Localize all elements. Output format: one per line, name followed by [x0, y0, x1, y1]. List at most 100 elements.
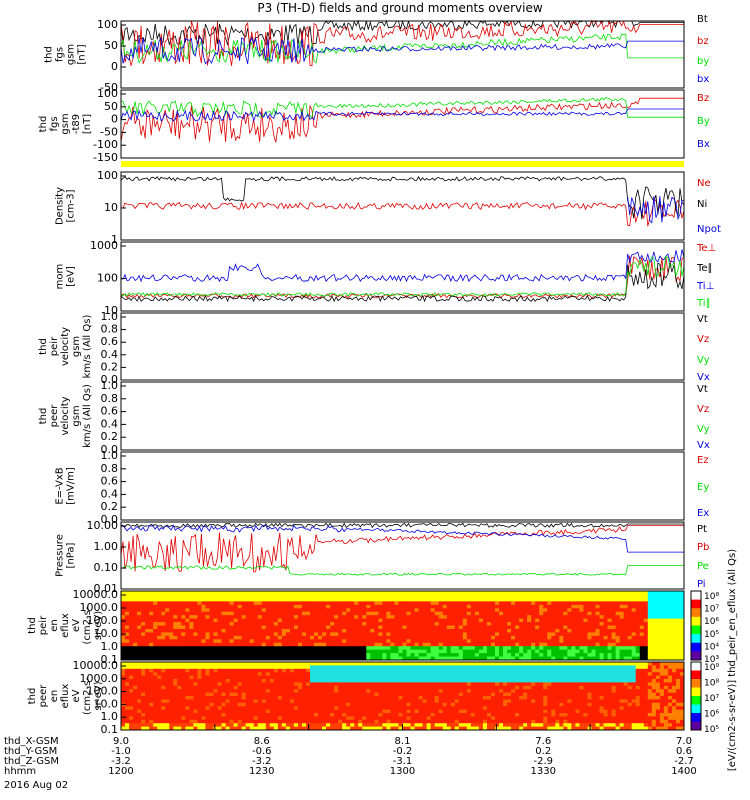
heatmap-cell: [619, 597, 625, 602]
heatmap-cell: [390, 656, 395, 661]
heatmap-cell: [221, 594, 227, 599]
heatmap-cell: [438, 635, 444, 640]
heatmap-cell: [289, 649, 295, 654]
heatmap-cell: [209, 702, 214, 707]
heatmap-cell: [249, 618, 255, 623]
heatmap-cell: [366, 601, 371, 606]
heatmap-cell: [217, 656, 223, 661]
heatmap-cell: [314, 604, 319, 609]
heatmap-cell: [386, 604, 391, 609]
heatmap-cell: [490, 628, 496, 633]
heatmap-cell: [330, 665, 335, 670]
heatmap-cell: [157, 726, 162, 731]
heatmap-cell: [237, 649, 243, 654]
heatmap-cell: [386, 685, 391, 690]
heatmap-cell: [322, 723, 327, 728]
heatmap-cell: [482, 665, 488, 670]
heatmap-cell: [466, 649, 472, 654]
heatmap-cell: [462, 692, 468, 697]
heatmap-cell: [342, 719, 347, 724]
heatmap-cell: [189, 692, 194, 697]
heatmap-cell: [414, 604, 420, 609]
heatmap-cell: [161, 713, 166, 717]
heatmap-cell: [430, 679, 436, 683]
heatmap-cell: [293, 625, 299, 630]
heatmap-cell: [539, 656, 544, 661]
heatmap-cell: [390, 685, 395, 690]
heatmap-cell: [217, 597, 223, 602]
heatmap-cell: [486, 706, 492, 711]
heatmap-cell: [426, 672, 432, 677]
heatmap-cell: [346, 628, 351, 633]
heatmap-cell: [539, 646, 544, 651]
heatmap-cell: [362, 675, 367, 680]
heatmap-cell: [229, 662, 235, 666]
heatmap-cell: [318, 696, 323, 700]
heatmap-cell: [346, 723, 351, 728]
heatmap-cell: [615, 591, 621, 595]
heatmap-cell: [667, 618, 673, 623]
heatmap-cell: [185, 601, 190, 606]
heatmap-cell: [507, 628, 512, 633]
heatmap-cell: [591, 642, 597, 647]
heatmap-cell: [289, 675, 295, 680]
heatmap-cell: [635, 649, 641, 654]
heatmap-cell: [551, 597, 556, 602]
heatmap-cell: [434, 689, 440, 694]
heatmap-cell: [422, 625, 428, 630]
heatmap-cell: [133, 628, 138, 633]
heatmap-cell: [217, 604, 223, 609]
heatmap-cell: [503, 635, 508, 640]
heatmap-cell: [165, 699, 170, 704]
heatmap-cell: [157, 719, 162, 724]
heatmap-cell: [261, 726, 267, 731]
heatmap-cell: [197, 685, 202, 690]
heatmap-cell: [318, 649, 323, 654]
heatmap-cell: [579, 646, 584, 651]
heatmap-cell: [129, 625, 134, 630]
heatmap-cell: [671, 632, 677, 637]
heatmap-cell: [374, 723, 379, 728]
heatmap-cell: [394, 618, 399, 623]
heatmap-cell: [503, 699, 508, 704]
heatmap-cell: [595, 642, 601, 647]
heatmap-cell: [213, 618, 219, 623]
heatmap-cell: [410, 668, 416, 673]
heatmap-cell: [663, 632, 669, 637]
heatmap-cell: [293, 672, 299, 677]
heatmap-cell: [297, 679, 303, 683]
heatmap-cell: [305, 689, 311, 694]
heatmap-cell: [346, 653, 351, 658]
heatmap-cell: [277, 716, 283, 721]
heatmap-cell: [330, 706, 335, 711]
heatmap-cell: [446, 597, 452, 602]
heatmap-cell: [507, 685, 512, 690]
heatmap-cell: [269, 622, 275, 626]
heatmap-cell: [390, 628, 395, 633]
heatmap-cell: [378, 601, 383, 606]
heatmap-cell: [322, 591, 327, 595]
heatmap-cell: [482, 696, 488, 700]
legend-Npot: Npot: [697, 224, 721, 235]
heatmap-cell: [563, 594, 568, 599]
heatmap-cell: [245, 719, 251, 724]
heatmap-cell: [430, 608, 436, 613]
heatmap-cell: [285, 668, 291, 673]
heatmap-cell: [342, 709, 347, 714]
heatmap-cell: [402, 628, 408, 633]
heatmap-cell: [350, 618, 355, 623]
heatmap-cell: [153, 702, 158, 707]
heatmap-cell: [639, 618, 645, 623]
heatmap-cell: [145, 611, 150, 616]
heatmap-cell: [301, 675, 307, 680]
heatmap-cell: [225, 723, 231, 728]
heatmap-cell: [157, 692, 162, 697]
heatmap-cell: [515, 699, 520, 704]
heatmap-cell: [261, 604, 267, 609]
heatmap-cell: [189, 662, 194, 666]
heatmap-cell: [322, 594, 327, 599]
heatmap-cell: [607, 649, 613, 654]
heatmap-cell: [382, 726, 387, 731]
heatmap-cell: [185, 639, 190, 644]
heatmap-cell: [515, 646, 520, 651]
